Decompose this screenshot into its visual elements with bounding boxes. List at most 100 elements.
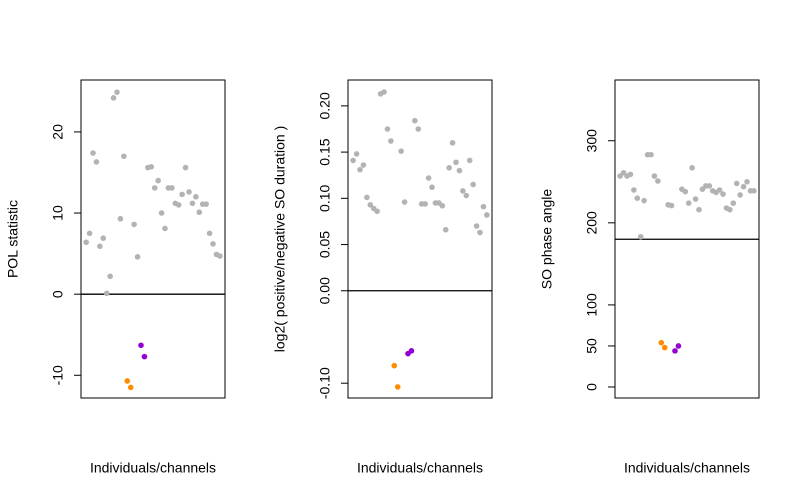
point: [217, 253, 223, 259]
point: [114, 89, 120, 95]
point: [398, 148, 404, 154]
point: [357, 166, 363, 173]
point: [466, 157, 473, 164]
point: [364, 194, 370, 201]
x-axis-label: Individuals/channels: [90, 460, 216, 476]
point: [189, 200, 196, 207]
point: [668, 202, 675, 209]
point: [83, 239, 89, 246]
point: [210, 241, 216, 247]
point: [90, 150, 96, 156]
y-tick-label: 300: [584, 129, 600, 153]
point: [446, 165, 452, 171]
point: [107, 273, 113, 280]
point: [134, 254, 141, 260]
point: [627, 171, 634, 178]
point: [631, 187, 637, 193]
point: [151, 185, 158, 191]
point: [661, 344, 668, 351]
point: [692, 196, 699, 202]
point: [162, 225, 168, 232]
y-tick-label: 10: [50, 205, 66, 221]
point: [439, 202, 446, 209]
point: [473, 223, 480, 229]
point: [720, 191, 726, 197]
x-axis-label: Individuals/channels: [357, 460, 483, 476]
point: [141, 353, 148, 360]
y-axis-label: POL statistic: [5, 200, 21, 278]
y-tick-label: -10: [50, 365, 66, 385]
point: [100, 235, 107, 241]
y-tick-label: 200: [584, 211, 600, 235]
point: [733, 180, 740, 187]
point: [388, 138, 394, 144]
point: [86, 230, 93, 237]
point: [186, 189, 192, 195]
point: [206, 230, 213, 237]
point: [751, 188, 757, 194]
point: [203, 201, 209, 207]
point: [727, 206, 733, 213]
point: [463, 192, 470, 199]
point: [169, 185, 175, 191]
point: [182, 164, 189, 171]
point: [737, 192, 743, 198]
point: [350, 157, 356, 164]
point: [685, 200, 692, 206]
point: [381, 89, 387, 95]
point: [675, 343, 682, 349]
point: [655, 178, 661, 184]
point: [442, 226, 449, 233]
point: [384, 126, 391, 132]
y-tick-label: 0.15: [317, 138, 333, 165]
point: [158, 210, 165, 216]
point: [651, 173, 658, 179]
y-tick-label: 0.20: [317, 92, 333, 119]
point: [391, 362, 398, 369]
point: [449, 140, 456, 146]
point: [401, 199, 408, 205]
point: [456, 167, 463, 174]
point: [374, 208, 380, 215]
point: [415, 126, 422, 132]
point: [110, 95, 117, 101]
point: [682, 188, 689, 195]
point: [412, 117, 418, 124]
point: [637, 233, 644, 240]
point: [484, 212, 490, 218]
point: [460, 188, 466, 194]
point: [422, 201, 428, 207]
point: [360, 162, 367, 168]
y-axis-label: log2( positive/negative SO duration ): [272, 126, 288, 352]
point: [93, 159, 100, 165]
point: [193, 194, 199, 200]
y-tick-label: 50: [584, 338, 600, 354]
point: [429, 184, 435, 191]
y-tick-label: 100: [584, 293, 600, 317]
point: [138, 342, 144, 349]
point: [470, 181, 476, 188]
point: [706, 183, 713, 189]
point: [175, 202, 182, 208]
point: [408, 348, 415, 354]
point: [353, 151, 360, 157]
point: [696, 206, 702, 213]
point: [148, 164, 155, 170]
x-axis-label: Individuals/channels: [624, 460, 750, 476]
point: [179, 191, 185, 198]
y-tick-label: 0.05: [317, 231, 333, 258]
point: [730, 200, 737, 206]
point: [124, 378, 131, 384]
point: [394, 384, 401, 390]
point: [131, 221, 137, 228]
point: [97, 243, 103, 250]
y-tick-label: 0.10: [317, 184, 333, 211]
plot-frame: [80, 79, 226, 399]
y-tick-label: 0.00: [317, 277, 333, 304]
point: [480, 203, 487, 210]
point: [477, 229, 483, 236]
point: [658, 339, 665, 346]
point: [716, 187, 723, 193]
point: [155, 177, 161, 184]
